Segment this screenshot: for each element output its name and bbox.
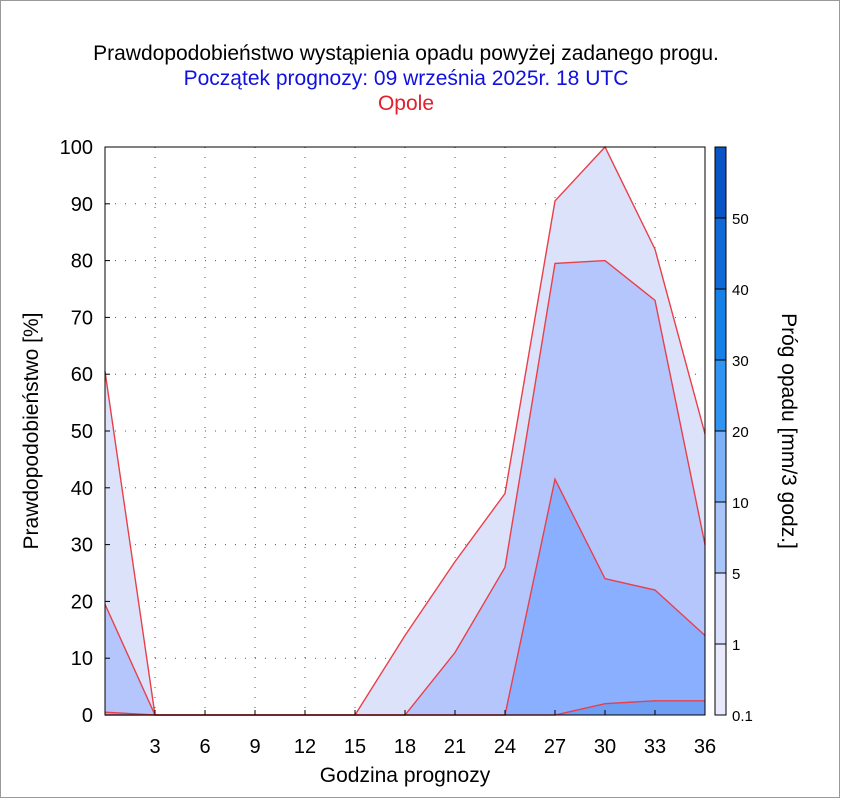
x-tick-label: 21 bbox=[444, 736, 466, 758]
colorbar-tick-label: 30 bbox=[732, 353, 749, 370]
x-tick-label: 15 bbox=[344, 736, 366, 758]
x-tick-label: 12 bbox=[294, 736, 316, 758]
x-tick-label: 24 bbox=[494, 736, 516, 758]
y-tick-label: 50 bbox=[71, 421, 93, 443]
x-tick-label: 33 bbox=[644, 736, 666, 758]
x-tick-label: 18 bbox=[394, 736, 416, 758]
colorbar-segment bbox=[715, 431, 726, 502]
area-threshold-5 bbox=[105, 479, 705, 715]
colorbar-segment bbox=[715, 502, 726, 573]
area-threshold-10 bbox=[105, 700, 705, 715]
colorbar-segment bbox=[715, 360, 726, 431]
y-tick-label: 10 bbox=[71, 648, 93, 670]
colorbar-label: Próg opadu [mm/3 godz.] bbox=[777, 313, 800, 549]
y-tick-label: 30 bbox=[71, 535, 93, 557]
x-axis-label: Godzina prognozy bbox=[320, 764, 491, 787]
colorbar-segment bbox=[715, 218, 726, 289]
colorbar-tick-label: 5 bbox=[732, 566, 740, 583]
x-tick-label: 3 bbox=[149, 736, 160, 758]
chart-title: Prawdopodobieństwo wystąpienia opadu pow… bbox=[93, 42, 719, 65]
colorbar-ticks: 0.1 1 5 10 20 30 40 50 bbox=[715, 211, 753, 725]
y-tick-label: 90 bbox=[71, 194, 93, 216]
y-tick-label: 20 bbox=[71, 591, 93, 613]
x-axis-ticks: 3 6 9 12 15 18 21 24 27 30 33 36 bbox=[149, 710, 716, 758]
colorbar-segment bbox=[715, 573, 726, 644]
y-tick-label: 100 bbox=[60, 137, 93, 159]
probability-areas bbox=[105, 147, 705, 715]
x-tick-label: 27 bbox=[544, 736, 566, 758]
colorbar-segment bbox=[715, 147, 726, 218]
y-axis-ticks: 0 10 20 30 40 50 60 70 80 90 100 bbox=[60, 137, 110, 727]
y-tick-label: 80 bbox=[71, 251, 93, 273]
location-title: Opole bbox=[377, 92, 435, 115]
colorbar-segment bbox=[715, 644, 726, 715]
colorbar-tick-label: 1 bbox=[732, 637, 740, 654]
x-tick-label: 30 bbox=[594, 736, 616, 758]
colorbar-tick-label: 50 bbox=[732, 211, 749, 228]
x-tick-label: 36 bbox=[694, 736, 716, 758]
colorbar-tick-label: 10 bbox=[732, 495, 749, 512]
forecast-start-subtitle: Początek prognozy: 09 września 2025r. 18… bbox=[183, 67, 629, 90]
y-tick-label: 60 bbox=[71, 364, 93, 386]
y-axis-label: Prawdopodobieństwo [%] bbox=[20, 313, 43, 550]
colorbar-tick-label: 20 bbox=[732, 424, 749, 441]
colorbar-tick-label: 0.1 bbox=[732, 708, 753, 725]
colorbar-segment bbox=[715, 289, 726, 360]
colorbar-tick-label: 40 bbox=[732, 282, 749, 299]
y-tick-label: 0 bbox=[82, 705, 93, 727]
y-tick-label: 70 bbox=[71, 307, 93, 329]
y-tick-label: 40 bbox=[71, 478, 93, 500]
x-tick-label: 9 bbox=[249, 736, 260, 758]
x-tick-label: 6 bbox=[199, 736, 210, 758]
